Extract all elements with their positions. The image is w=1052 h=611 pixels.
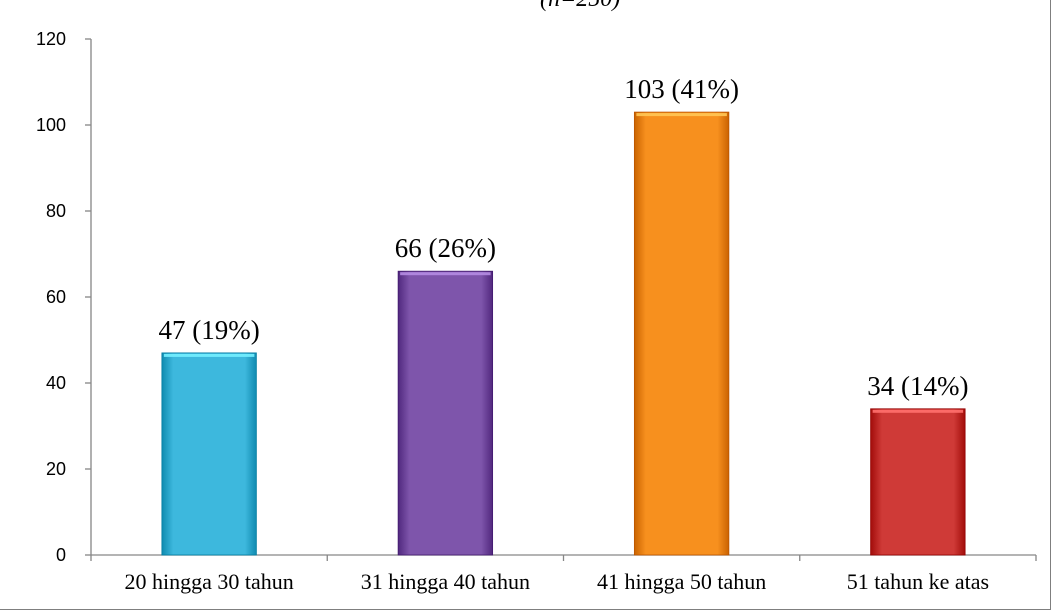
category-label: 20 hingga 30 tahun bbox=[124, 569, 293, 594]
y-tick-label: 20 bbox=[46, 459, 66, 479]
data-label: 103 (41%) bbox=[624, 74, 739, 104]
category-label: 51 tahun ke atas bbox=[847, 569, 989, 594]
bar-highlight bbox=[400, 272, 491, 276]
y-tick-label: 100 bbox=[36, 115, 66, 135]
bar bbox=[870, 408, 966, 556]
data-label: 34 (14%) bbox=[867, 371, 968, 401]
category-label: 31 hingga 40 tahun bbox=[361, 569, 530, 594]
y-tick-label: 80 bbox=[46, 201, 66, 221]
bar bbox=[633, 111, 730, 556]
y-tick-label: 60 bbox=[46, 287, 66, 307]
bar-highlight bbox=[636, 113, 727, 117]
data-label: 66 (26%) bbox=[395, 233, 496, 263]
bars bbox=[161, 111, 966, 556]
category-label: 41 hingga 50 tahun bbox=[597, 569, 766, 594]
labels: 47 (19%) 20 hingga 30 tahun 66 (26%) 31 hin… bbox=[124, 74, 989, 594]
data-label: 47 (19%) bbox=[159, 315, 260, 345]
bar bbox=[397, 270, 494, 556]
y-tick-label: 0 bbox=[56, 545, 66, 565]
bar bbox=[161, 352, 257, 556]
bar-highlight bbox=[163, 353, 255, 357]
y-tick-label: 120 bbox=[36, 29, 66, 49]
chart-title: (n=250) bbox=[540, 0, 620, 13]
bar-highlight bbox=[872, 409, 964, 413]
y-tick-label: 40 bbox=[46, 373, 66, 393]
